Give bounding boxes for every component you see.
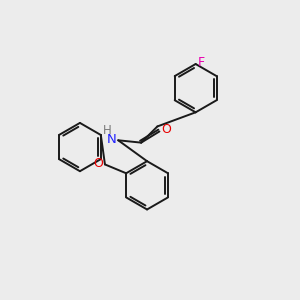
Text: O: O bbox=[93, 157, 103, 170]
Text: N: N bbox=[106, 134, 116, 146]
Text: H: H bbox=[103, 124, 111, 137]
Text: O: O bbox=[161, 123, 171, 136]
Text: F: F bbox=[198, 56, 205, 69]
